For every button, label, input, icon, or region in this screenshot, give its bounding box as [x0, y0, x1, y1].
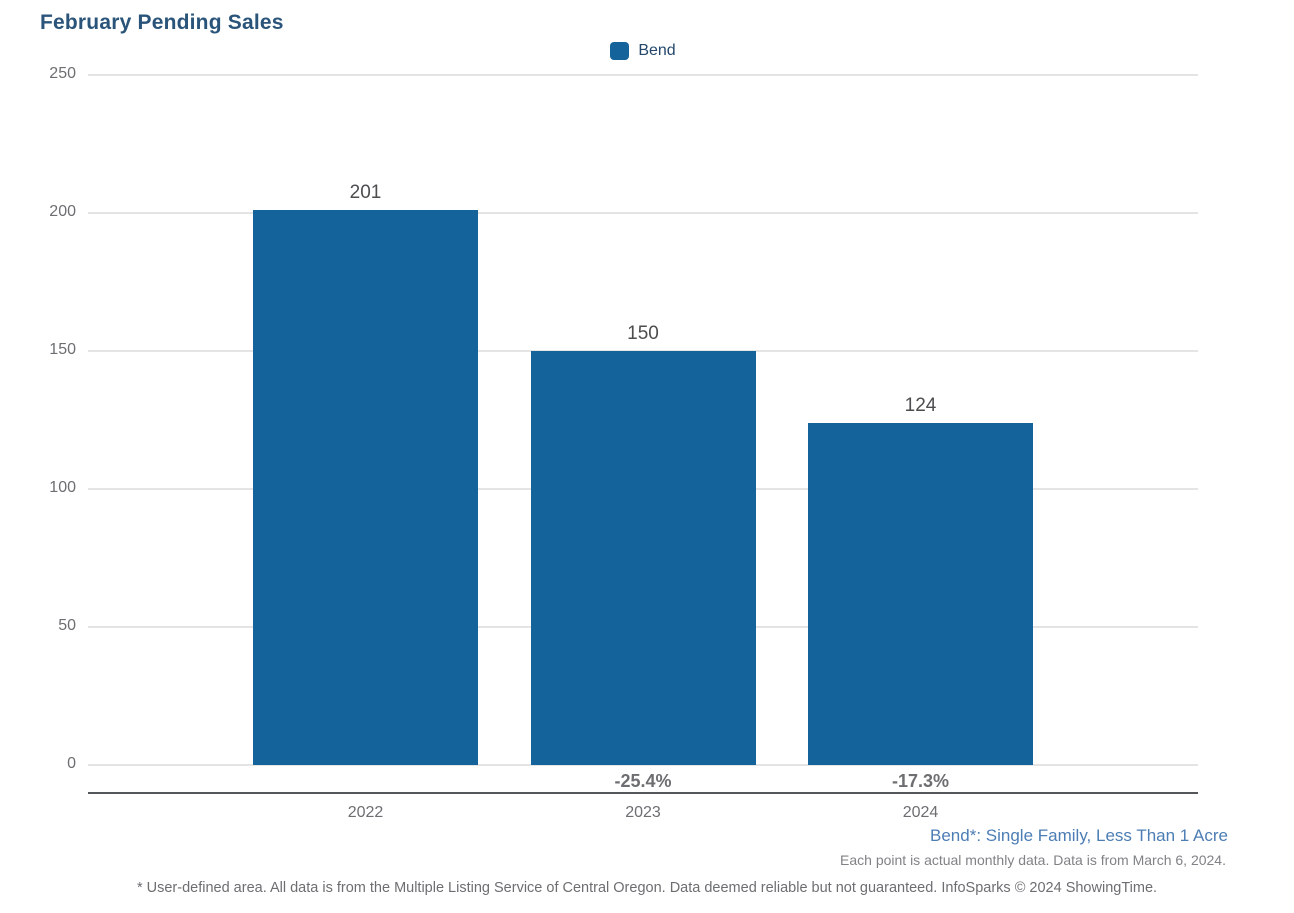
legend-label: Bend: [638, 42, 676, 59]
gridline: [88, 74, 1198, 76]
bar-value-label: 150: [627, 323, 659, 344]
bar-2024[interactable]: [808, 422, 1033, 765]
x-axis-label: 2022: [347, 804, 384, 821]
y-axis-tick-label: 250: [49, 65, 76, 82]
legend-item-bend[interactable]: Bend: [610, 42, 676, 60]
y-axis-tick-label: 150: [49, 341, 76, 358]
x-axis-label: 2024: [902, 804, 939, 821]
y-axis-tick-label: 50: [58, 617, 76, 634]
bar-value-label: 124: [904, 394, 937, 416]
legend: Bend: [88, 42, 1198, 60]
bar-2023[interactable]: [530, 351, 756, 765]
data-source-note: Each point is actual monthly data. Data …: [840, 852, 1226, 868]
chart-title: February Pending Sales: [40, 11, 284, 34]
pct-change-label: -17.3%: [891, 771, 950, 791]
legend-swatch-icon: [610, 42, 630, 60]
y-axis-tick-label: 200: [49, 203, 76, 220]
footer-disclaimer: * User-defined area. All data is from th…: [136, 880, 1158, 896]
bar-2022[interactable]: [253, 210, 478, 765]
series-definition-note: Bend*: Single Family, Less Than 1 Acre: [930, 826, 1228, 845]
pct-change-label: -25.4%: [614, 771, 672, 791]
x-axis-line: [88, 792, 1198, 794]
x-axis-label: 2023: [625, 804, 661, 821]
gridline: [88, 212, 1198, 214]
gridline: [88, 764, 1198, 766]
y-axis-tick-label: 0: [67, 755, 76, 772]
bar-value-label: 201: [349, 182, 382, 204]
y-axis-tick-label: 100: [49, 479, 76, 496]
